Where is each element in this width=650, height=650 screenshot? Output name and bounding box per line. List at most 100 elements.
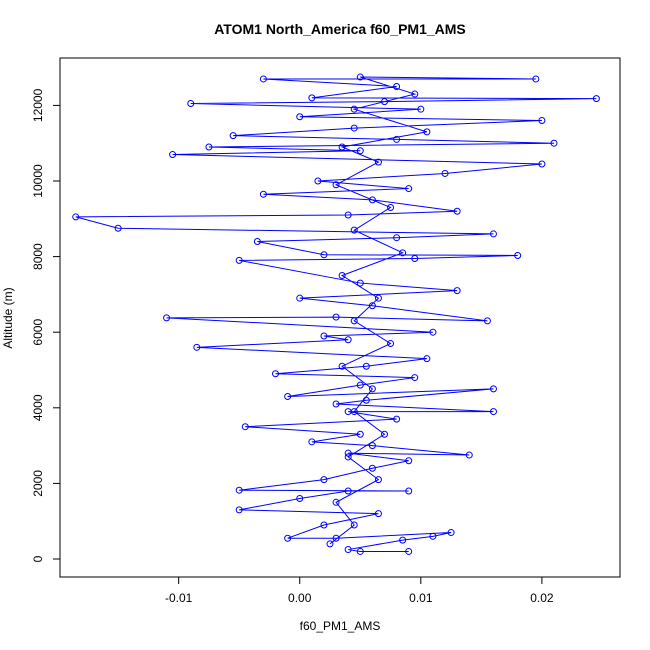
point [356,381,364,389]
point [374,476,382,484]
point [320,251,328,259]
point [538,160,546,168]
point [429,532,437,540]
point [362,396,370,404]
point [72,213,80,221]
point [405,185,413,193]
point [374,510,382,518]
point [296,113,304,121]
point [350,408,358,416]
point [350,226,358,234]
x-tick-label: 0.00 [288,591,312,605]
point [538,117,546,125]
point [344,546,352,554]
point [399,536,407,544]
point [441,169,449,177]
x-axis-label: f60_PM1_AMS [300,619,381,633]
point [362,362,370,370]
point [483,317,491,325]
point [314,177,322,185]
point [356,547,364,555]
point [350,105,358,113]
y-tick-label: 10000 [31,164,45,198]
y-tick-label: 2000 [31,470,45,497]
y-tick-label: 12000 [31,88,45,122]
point [514,251,522,259]
point [284,534,292,542]
point [320,476,328,484]
point [332,534,340,542]
point [429,328,437,336]
point [241,423,249,431]
point [387,340,395,348]
point [356,73,364,81]
point [423,128,431,136]
y-tick-label: 0 [31,555,45,562]
point [350,317,358,325]
point [338,272,346,280]
point [332,400,340,408]
point [380,430,388,438]
y-axis-label: Altitude (m) [1,287,15,348]
point [235,506,243,514]
point [550,139,558,147]
point [356,430,364,438]
y-tick-label: 6000 [31,319,45,346]
point [405,457,413,465]
point [344,487,352,495]
point [235,256,243,264]
point [374,294,382,302]
point [259,75,267,83]
point [308,94,316,102]
point [259,190,267,198]
point [465,451,473,459]
point [368,385,376,393]
point [332,498,340,506]
point [411,90,419,98]
point [320,332,328,340]
chart-title: ATOM1 North_America f60_PM1_AMS [214,21,466,37]
point [423,355,431,363]
point [489,408,497,416]
point [393,234,401,242]
point [399,249,407,257]
x-tick-label: 0.01 [409,591,433,605]
series-line [75,76,597,552]
point [296,495,304,503]
point [393,83,401,91]
point [187,100,195,108]
point [332,181,340,189]
point [368,302,376,310]
point [205,143,213,151]
point [380,98,388,106]
point [453,287,461,295]
x-tick-label: 0.02 [530,591,554,605]
point [489,230,497,238]
point [284,392,292,400]
point [368,196,376,204]
point [344,336,352,344]
point [411,374,419,382]
point [453,207,461,215]
point [338,143,346,151]
point [532,75,540,83]
point [405,487,413,495]
point [447,529,455,537]
point [489,385,497,393]
point [193,343,201,351]
point [338,362,346,370]
point [387,203,395,211]
point [169,151,177,159]
point [405,547,413,555]
point [344,453,352,461]
point [417,105,425,113]
point [356,279,364,287]
point [368,464,376,472]
point [332,313,340,321]
point [356,147,364,155]
point [350,124,358,132]
point [368,442,376,450]
point [163,314,171,322]
point [344,211,352,219]
